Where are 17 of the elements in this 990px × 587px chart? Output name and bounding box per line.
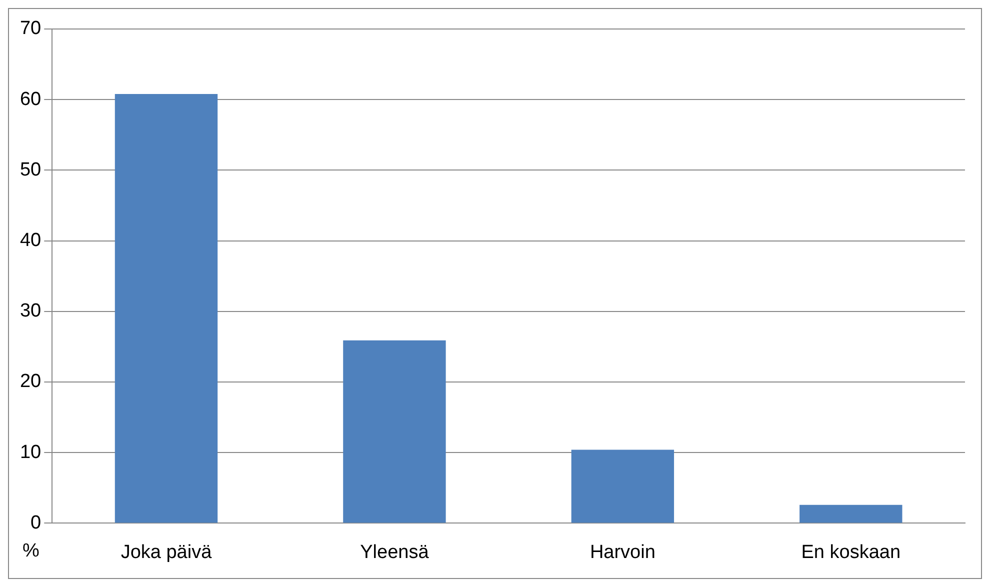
bar <box>343 340 446 523</box>
y-tick-label: 20 <box>20 371 42 392</box>
y-tick-label: 30 <box>20 300 42 322</box>
x-tick-label: Yleensä <box>360 542 430 563</box>
y-tick-label: 70 <box>20 18 42 40</box>
y-tick-label: 10 <box>20 442 42 463</box>
x-tick-label: Harvoin <box>590 542 656 563</box>
y-axis-title: % <box>22 540 40 562</box>
bar <box>571 450 674 523</box>
y-tick-label: 0 <box>30 512 42 534</box>
y-tick-label: 50 <box>20 159 42 180</box>
x-tick-label: En koskaan <box>801 542 901 563</box>
bar <box>114 94 218 523</box>
y-tick-label: 60 <box>20 88 42 110</box>
y-tick-label: 40 <box>20 230 42 252</box>
x-tick-label: Joka päivä <box>120 542 212 563</box>
bar <box>800 504 902 523</box>
